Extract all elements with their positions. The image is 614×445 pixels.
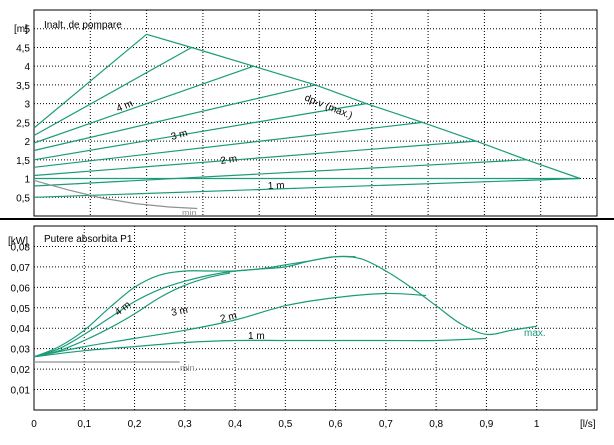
power-y-tick-label: 0,08 [11,242,31,253]
power-x-tick-label: 0,3 [178,419,192,430]
power-chart: 0,01 0,02 0,03 0,04 0,05 0,06 0,07 0,08 0 0,1 0,2… [8,225,598,430]
pump-head-series-line-6 [33,121,423,168]
pump-head-y-tick-label: 1 [24,175,30,186]
pump-head-y-axis-label: [m] [14,24,28,35]
power-x-tick-label: 0,8 [429,419,443,430]
power-x-tick-label: 0 [31,419,37,430]
power-series [33,255,537,363]
pump-head-series-line-4 [33,84,316,152]
power-grid [34,226,597,410]
pump-head-series-line-5 [33,103,367,161]
pump-head-y-tick-label: 4 [24,62,30,73]
power-x-tick-labels: 0 0,1 0,2 0,3 0,4 0,5 0,6 0,7 0,8 0,9 1 [31,419,540,430]
pump-head-series-line-1 [33,33,147,129]
power-y-tick-label: 0,05 [11,304,31,315]
pump-head-y-tick-label: 3 [24,100,30,111]
pump-head-y-tick-label: 4,5 [16,43,30,54]
power-x-tick-label: 0,5 [278,419,292,430]
power-y-axis-label: [kW] [8,236,28,247]
annotation-4m-head: 4 m [115,98,135,114]
power-x-tick-label: 0,1 [77,419,91,430]
pump-head-series-line-2 [33,46,192,137]
power-x-tick-label: 0,6 [329,419,343,430]
power-y-tick-labels: 0,01 0,02 0,03 0,04 0,05 0,06 0,07 0,08 [11,242,31,396]
pump-head-series-line-7 [33,140,477,177]
annotation-3m-head: 3 m [170,128,189,143]
pump-head-y-tick-label: 1,5 [16,156,30,167]
pump-head-series-line-3 [33,65,254,144]
pump-head-y-tick-label: 2 [24,137,30,148]
pump-head-y-tick-label: 2,5 [16,118,30,129]
pump-head-series-line-9 [33,177,581,198]
pump-head-chart-title: Inalt. de pompare [44,20,122,31]
pump-head-series [33,33,581,210]
pump-head-y-tick-label: 5 [24,25,30,36]
annotation-2m-head: 2 m [220,153,238,166]
power-x-tick-label: 1 [534,419,540,430]
annotation-1m-power: 1 m [248,331,265,342]
power-max-curve [33,255,537,358]
annotation-1m-head: 1 m [268,180,285,192]
power-y-tick-label: 0,06 [11,283,31,294]
annotation-min-head: min. [182,208,199,218]
annotation-2m-power: 2 m [219,310,238,324]
pump-head-chart: 0,5 1 1,5 2 2,5 3 3,5 4 4,5 5 Inalt. de pompare [… [14,9,598,218]
power-series-line-3 [33,292,427,358]
power-x-axis-label: [l/s] [580,419,596,430]
power-x-tick-label: 0,9 [479,419,493,430]
pump-head-min-curve [33,179,198,210]
power-y-tick-label: 0,04 [11,324,31,335]
annotation-3m-power: 3 m [170,305,189,319]
power-y-tick-label: 0,03 [11,345,31,356]
power-y-tick-label: 0,02 [11,365,31,376]
power-series-line-4 [33,337,487,358]
power-x-tick-label: 0,2 [128,419,142,430]
pump-head-y-tick-label: 3,5 [16,81,30,92]
annotation-max-power: max. [524,328,546,339]
pump-head-dpv-max-curve [146,33,581,180]
power-x-tick-label: 0,7 [379,419,393,430]
power-plot-frame [33,225,598,411]
power-series-line-1 [33,255,356,358]
power-y-tick-label: 0,07 [11,263,31,274]
power-x-tick-label: 0,4 [228,419,242,430]
power-series-line-2 [33,272,231,358]
pump-head-y-tick-labels: 0,5 1 1,5 2 2,5 3 3,5 4 4,5 5 [16,25,30,205]
power-chart-title: Putere absorbita P1 [44,234,133,245]
pump-head-series-line-8 [33,159,527,187]
pump-head-y-tick-label: 0,5 [16,193,30,204]
power-y-tick-label: 0,01 [11,386,31,397]
annotation-min-power: min. [180,363,197,373]
